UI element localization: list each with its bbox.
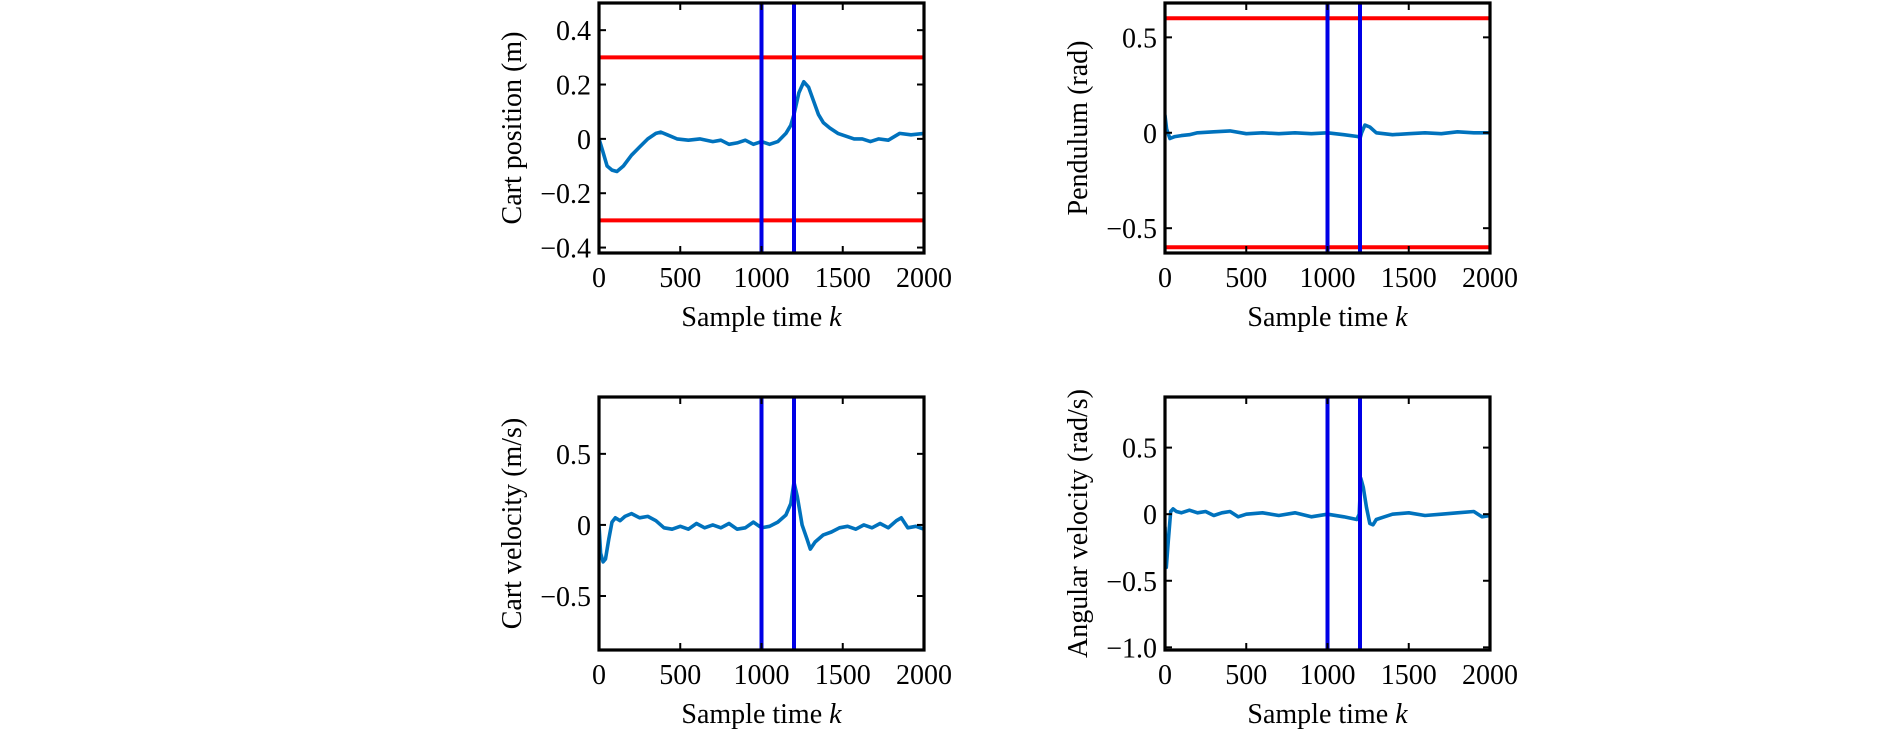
y-tick-label: 0.5 xyxy=(1122,23,1157,54)
x-tick-label: 500 xyxy=(1225,263,1267,294)
plot-area xyxy=(599,3,924,253)
x-tick-label: 1500 xyxy=(815,660,871,691)
x-tick-label: 1500 xyxy=(1381,263,1437,294)
x-tick-label: 1000 xyxy=(734,263,790,294)
chart-cart-position: 0 500 1000 1500 2000 −0.4 −0.2 0 0.2 0.4 Sample ti… xyxy=(497,1,952,333)
y-axis-label: Angular velocity (rad/s) xyxy=(1063,389,1094,658)
y-tick-label: 0.5 xyxy=(556,440,591,471)
y-tick-label: −0.5 xyxy=(1106,214,1157,245)
chart-angular-velocity: 0 500 1000 1500 2000 −1.0 −0.5 0 0.5 Sample time … xyxy=(1063,389,1518,730)
y-tick-label: 0 xyxy=(577,511,591,542)
x-tick-label: 500 xyxy=(659,263,701,294)
x-tick-label: 1000 xyxy=(734,660,790,691)
plot-area xyxy=(599,397,924,650)
x-tick-label: 1500 xyxy=(1381,660,1437,691)
x-axis-label: Sample time k xyxy=(681,699,842,730)
chart-cart-velocity: 0 500 1000 1500 2000 −0.5 0 0.5 Sample time k Car… xyxy=(497,395,952,730)
y-tick-label: −0.5 xyxy=(1106,567,1157,598)
x-tick-label: 500 xyxy=(659,660,701,691)
x-tick-label: 1000 xyxy=(1300,660,1356,691)
y-axis-label: Cart velocity (m/s) xyxy=(497,418,528,630)
y-tick-label: 0.5 xyxy=(1122,434,1157,465)
x-tick-label: 1000 xyxy=(1300,263,1356,294)
y-tick-label: 0 xyxy=(1143,119,1157,150)
y-tick-label: −0.5 xyxy=(540,582,591,613)
x-tick-label: 2000 xyxy=(1462,660,1518,691)
y-tick-label: 0 xyxy=(1143,500,1157,531)
x-axis-label: Sample time k xyxy=(1247,699,1408,730)
y-tick-label: 0 xyxy=(577,125,591,156)
x-tick-label: 0 xyxy=(592,660,606,691)
x-tick-label: 1500 xyxy=(815,263,871,294)
y-axis-label: Cart position (m) xyxy=(497,32,528,225)
x-tick-label: 2000 xyxy=(1462,263,1518,294)
plot-area xyxy=(1165,397,1490,650)
x-tick-label: 0 xyxy=(1158,660,1172,691)
x-axis-label: Sample time k xyxy=(1247,302,1408,333)
y-tick-label: 0.4 xyxy=(556,16,591,47)
x-tick-label: 2000 xyxy=(896,660,952,691)
y-tick-label: −0.4 xyxy=(540,234,591,265)
x-tick-label: 0 xyxy=(592,263,606,294)
x-tick-label: 0 xyxy=(1158,263,1172,294)
series-line-0 xyxy=(599,80,924,174)
x-tick-label: 2000 xyxy=(896,263,952,294)
y-tick-label: 0.2 xyxy=(556,71,591,102)
series-line-0 xyxy=(1165,476,1490,570)
plot-area xyxy=(1165,3,1490,253)
y-tick-label: −1.0 xyxy=(1106,633,1157,664)
y-axis-label: Pendulum (rad) xyxy=(1063,41,1094,216)
x-tick-label: 500 xyxy=(1225,660,1267,691)
series-line-0 xyxy=(599,480,924,564)
x-axis-label: Sample time k xyxy=(681,302,842,333)
y-tick-label: −0.2 xyxy=(540,179,591,210)
